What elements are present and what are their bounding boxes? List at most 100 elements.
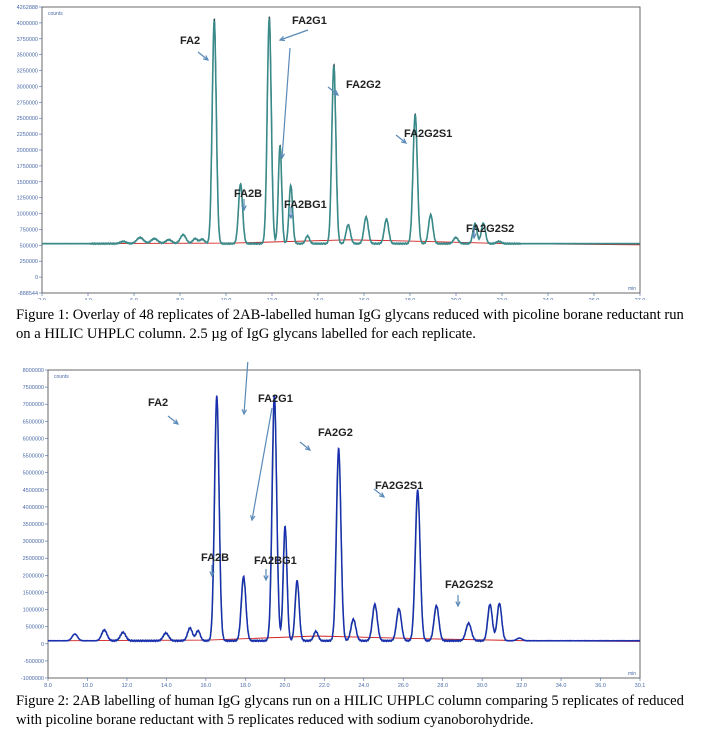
peak-label: FA2BG1 (254, 555, 297, 567)
x-tick-label: 6.0 (130, 298, 138, 300)
y-tick-label: 1000000 (17, 212, 38, 218)
figure-2-caption: Figure 2: 2AB labelling of human IgG gly… (16, 693, 684, 728)
peak-label: FA2G2S1 (375, 480, 423, 492)
figure-1: 4262888 4000000 3750000 3500000 3250000 30000… (0, 0, 708, 352)
annotation-arrow (243, 362, 249, 415)
y-tick-label: 4262888 (17, 5, 38, 11)
y-tick-label: 5000000 (23, 471, 44, 477)
x-tick-label: 22.0 (497, 298, 508, 300)
y-tick-label: 2000000 (23, 573, 44, 579)
y-tick-label: 6000000 (23, 436, 44, 442)
y-tick-label: 2500000 (23, 556, 44, 562)
peak-label: FA2 (180, 35, 200, 47)
y-tick-label: 1000000 (23, 608, 44, 614)
x-tick-label: 8.0 (176, 298, 184, 300)
chromatogram-2: 8000000 7500000 7000000 6500000 6000000 55000… (21, 362, 646, 688)
peak-label: FA2BG1 (284, 199, 327, 211)
annotation-arrow (167, 415, 179, 425)
x-tick-label: 18.0 (240, 683, 251, 688)
x-tick-label: 10.0 (221, 298, 232, 300)
y-tick-label: 500000 (20, 243, 38, 249)
x-unit-label: min (628, 671, 636, 677)
peak-label: FA2G2 (318, 427, 353, 439)
y-tick-label: 1500000 (17, 180, 38, 186)
annotation-arrowhead (279, 153, 286, 160)
x-tick-label: 30.0 (477, 683, 488, 688)
annotation-arrowhead (288, 213, 294, 220)
y-tick-label: 3500000 (17, 53, 38, 59)
peak-label: FA2G2S2 (445, 579, 493, 591)
annotation-arrow (299, 441, 311, 451)
annotation-arrow (395, 134, 407, 144)
annotation-arrowhead (278, 36, 286, 42)
annotation-arrow (279, 29, 309, 41)
y-tick-label: 5500000 (23, 454, 44, 460)
peak-label: FA2G2S1 (404, 128, 452, 140)
x-tick-label: 28.0 (437, 683, 448, 688)
peak-label: FA2G2S2 (466, 223, 514, 235)
x-tick-label: 8.0 (44, 683, 52, 688)
y-tick-label: 1750000 (17, 164, 38, 170)
annotation-arrow (373, 488, 385, 498)
x-tick-label: 2.0 (38, 298, 46, 300)
x-unit-label: min (628, 286, 636, 292)
x-tick-label: 36.0 (595, 683, 606, 688)
annotation-arrowhead (241, 409, 248, 416)
y-tick-label: 7000000 (23, 402, 44, 408)
x-tick-label: 14.0 (313, 298, 324, 300)
annotation-arrowhead (304, 445, 312, 451)
annotation-arrowhead (400, 138, 408, 144)
x-tick-label: 20.0 (279, 683, 290, 688)
x-tick-label: 12.0 (267, 298, 278, 300)
y-tick-label: 3000000 (23, 539, 44, 545)
annotation-arrowhead (172, 419, 180, 425)
y-tick-label: -1000000 (21, 676, 44, 682)
y-tick-label: 4000000 (17, 21, 38, 27)
x-tick-label: 34.0 (556, 683, 567, 688)
y-tick-label: -888544 (18, 291, 38, 297)
x-tick-label: 27.0 (635, 298, 646, 300)
replicate-series-a (47, 394, 641, 643)
peak-label: FA2 (148, 397, 168, 409)
y-tick-label: 500000 (26, 625, 44, 631)
peak-label: FA2B (201, 552, 229, 564)
y-tick-label: 8000000 (23, 368, 44, 374)
annotation-arrowhead (332, 90, 340, 96)
x-tick-label: 12.0 (122, 683, 133, 688)
annotation-arrow (327, 86, 339, 96)
figure-2: 8000000 7500000 7000000 6500000 6000000 55000… (0, 362, 708, 736)
y-tick-label: 0 (41, 642, 44, 648)
y-tick-label: 250000 (20, 259, 38, 265)
y-tick-label: 7500000 (23, 385, 44, 391)
peak-label: FA2G2 (346, 79, 381, 91)
y-tick-label: 2000000 (17, 148, 38, 154)
annotation-arrow (281, 47, 291, 159)
annotation-arrowhead (209, 571, 215, 578)
y-tick-label: 3750000 (17, 37, 38, 43)
annotation-arrow (251, 407, 273, 521)
x-tick-label: 26.0 (589, 298, 600, 300)
x-tick-label: 30.1 (635, 683, 646, 688)
x-tick-label: 20.0 (451, 298, 462, 300)
annotation-arrowhead (263, 575, 269, 582)
y-unit-label: counts (48, 11, 63, 17)
annotation-arrowhead (471, 233, 477, 240)
x-tick-label: 4.0 (84, 298, 92, 300)
y-tick-label: 4500000 (23, 488, 44, 494)
chromatogram-1: 4262888 4000000 3750000 3500000 3250000 30000… (17, 5, 646, 300)
y-tick-label: 1250000 (17, 196, 38, 202)
y-tick-label: 2500000 (17, 116, 38, 122)
annotation-arrowhead (378, 492, 386, 498)
annotation-arrow (197, 51, 209, 61)
y-tick-label: -500000 (24, 659, 44, 665)
y-tick-label: 3500000 (23, 522, 44, 528)
x-tick-label: 32.0 (516, 683, 527, 688)
x-tick-label: 10.0 (82, 683, 93, 688)
x-tick-label: 14.0 (161, 683, 172, 688)
figure-1-caption: Figure 1: Overlay of 48 replicates of 2A… (16, 307, 684, 342)
x-tick-label: 24.0 (358, 683, 369, 688)
y-unit-label: counts (54, 374, 69, 380)
y-tick-label: 0 (35, 275, 38, 281)
annotation-arrowhead (202, 55, 210, 61)
replicate-series-b (41, 16, 641, 246)
